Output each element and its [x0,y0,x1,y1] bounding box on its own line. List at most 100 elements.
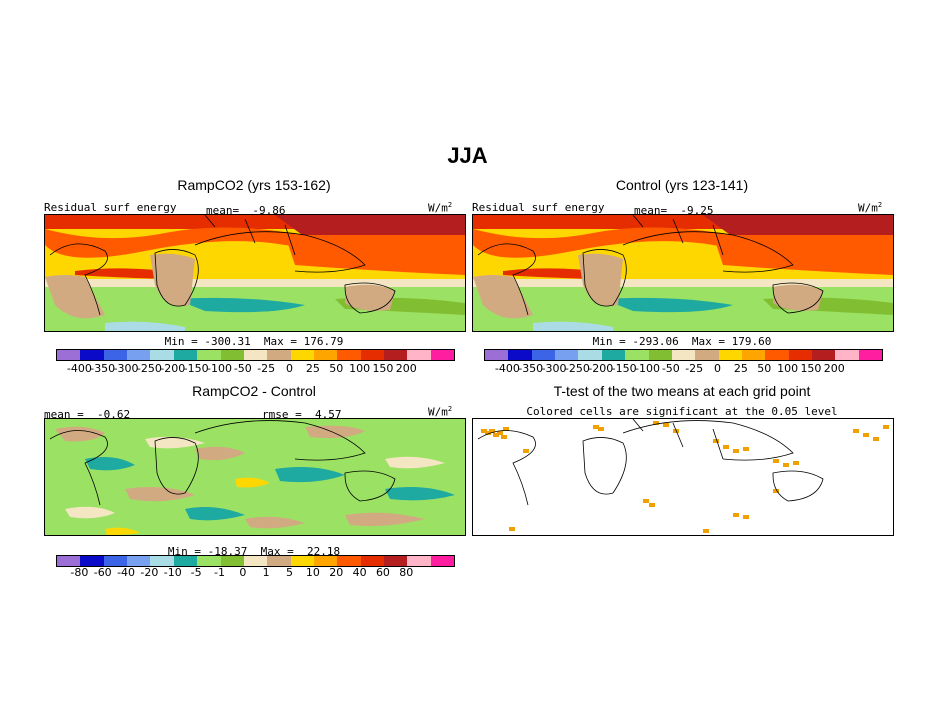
colorbar-tick-label: -10 [163,566,182,579]
rmse-label: rmse = 4.57 [262,408,342,421]
mean-label: mean = -0.62 [44,408,131,421]
variable-label: Residual surf energy [44,201,177,214]
colorbar-swatch [430,556,455,566]
units-label: W/m2 [428,201,453,215]
colorbar-tick-label: -50 [661,362,680,375]
colorbar-tick-label: -100 [634,362,660,375]
colorbar-swatch [220,350,244,360]
colorbar-swatch [173,350,198,360]
colorbar-tick-label: 50 [329,362,344,375]
units-label: W/m2 [858,201,883,215]
colorbar-swatch [197,556,221,566]
colorbar-swatch [835,350,859,360]
significant-cell [883,425,889,429]
colorbar-tick-label: -300 [541,362,567,375]
significant-cell [489,429,495,433]
colorbar-tick-label: -80 [70,566,89,579]
colorbar-swatch [127,350,151,360]
colorbar-swatch [485,350,509,360]
colorbar-swatch [741,350,766,360]
significant-cell [723,445,729,449]
panel-title-rampco2: RampCO2 (yrs 153-162) [177,177,331,193]
significant-cell [509,527,515,531]
panel-title-ttest: T-test of the two means at each grid poi… [553,383,811,399]
panel-title-control: Control (yrs 123-141) [615,177,749,193]
minmax-label: Min = -300.31 Max = 176.79 [164,335,344,348]
colorbar-tick-label: -250 [564,362,590,375]
colorbar-swatch [671,350,696,360]
colorbar-swatch [150,556,174,566]
colorbar-swatch [290,350,314,360]
significant-cell [503,427,509,431]
colorbar-swatch [197,350,221,360]
colorbar-swatch [578,350,602,360]
colorbar-swatch [812,350,836,360]
colorbar-tick-label: 0 [239,566,247,579]
significant-cell [593,425,599,429]
colorbar-tick-label: 100 [349,362,371,375]
colorbar-swatch [267,350,291,360]
map-control [472,214,894,332]
significant-cell [773,489,779,493]
colorbar-swatch [407,350,431,360]
colorbar-tick-label: 25 [733,362,748,375]
colorbar-swatch [858,350,883,360]
colorbar-top-left [56,349,455,361]
significant-cell [743,447,749,451]
colorbar-swatch [601,350,626,360]
colorbar-swatch [648,350,672,360]
colorbar-tick-label: 80 [399,566,414,579]
significant-cell [501,435,507,439]
colorbar-swatch [103,350,128,360]
colorbar-tick-label: -200 [160,362,186,375]
colorbar-tick-label: -20 [140,566,159,579]
colorbar-swatch [430,350,455,360]
colorbar-swatch [243,556,268,566]
colorbar-tick-label: -1 [213,566,225,579]
colorbar-swatch [360,350,385,360]
map-significance [472,418,894,536]
colorbar-tick-label: -60 [93,566,112,579]
colorbar-swatch [103,556,128,566]
significant-cell [663,423,669,427]
colorbar-tick-label: -150 [611,362,637,375]
significant-cell [743,515,749,519]
panel-title-difference: RampCO2 - Control [192,383,316,399]
significant-cell [649,503,655,507]
variable-label: Residual surf energy [472,201,605,214]
figure-title: JJA [447,143,488,168]
colorbar-swatch [290,556,314,566]
significant-cell [481,429,487,433]
colorbar-tick-label: 150 [372,362,394,375]
significant-cell [733,449,739,453]
map-rampco2 [44,214,466,332]
colorbar-swatch [57,350,81,360]
colorbar-swatch [313,350,338,360]
colorbar-swatch [243,350,268,360]
colorbar-tick-label: -300 [113,362,139,375]
colorbar-tick-label: -350 [90,362,116,375]
colorbar-tick-label: 200 [395,362,417,375]
colorbar-tick-label: 5 [286,566,294,579]
significant-cell [485,431,491,435]
colorbar-swatch [718,350,742,360]
colorbar-swatch [531,350,556,360]
colorbar-swatch [695,350,719,360]
significant-cell [783,463,789,467]
significant-cell [863,433,869,437]
colorbar-tick-label: -25 [257,362,276,375]
colorbar-tick-label: 1 [262,566,270,579]
colorbar-tick-label: 50 [757,362,772,375]
colorbar-swatch [337,350,361,360]
colorbar-tick-label: -250 [136,362,162,375]
significant-cell [733,513,739,517]
colorbar-tick-label: -150 [183,362,209,375]
colorbar-swatch [555,350,579,360]
significant-cell [523,449,529,453]
colorbar-swatch [788,350,813,360]
colorbar-tick-label: -50 [233,362,252,375]
significant-cell [703,529,709,533]
colorbar-ticks: -400 -350 -300 -250 -200 -150 -100 -50 -25 0 25 50 1… [484,362,881,376]
colorbar-swatch [625,350,649,360]
significant-cell [873,437,879,441]
